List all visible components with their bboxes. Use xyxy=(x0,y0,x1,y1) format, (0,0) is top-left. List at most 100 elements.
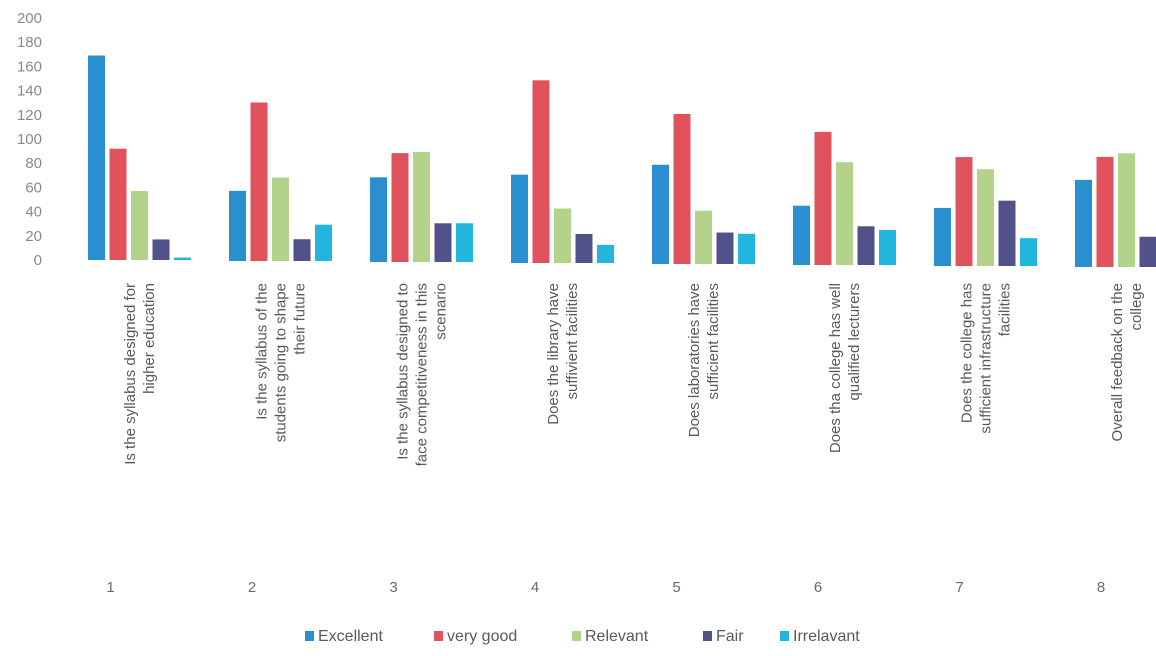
legend-swatch xyxy=(572,631,581,641)
category-label-line: sufficient facilities xyxy=(705,283,722,399)
y-tick-label: 160 xyxy=(17,58,42,75)
bar-relevant xyxy=(413,151,430,262)
bar-relevant xyxy=(272,177,289,261)
legend-label: Irrelavant xyxy=(793,628,860,645)
y-tick-label: 140 xyxy=(17,83,42,100)
category-number: 8 xyxy=(1097,579,1105,596)
category-label-line: Overall feedback on the xyxy=(1109,283,1126,441)
category-label-line: facilities xyxy=(997,283,1014,336)
category-label-line: Is the syllabus of the xyxy=(254,283,271,420)
category-number: 2 xyxy=(248,579,256,596)
bar-very-good xyxy=(814,131,832,265)
category-label-line: higher education xyxy=(141,283,158,394)
category-label: Does the library have suffivient faciliti… xyxy=(545,283,581,425)
bar-relevant xyxy=(131,191,148,260)
y-tick-label: 80 xyxy=(25,155,42,172)
bar-fair xyxy=(1139,236,1156,267)
bar-irrelavant xyxy=(315,224,332,261)
bar-fair xyxy=(857,226,875,265)
legend-swatch xyxy=(305,631,314,641)
bar-very-good xyxy=(1096,156,1114,267)
bar-fair xyxy=(152,239,170,260)
bar-relevant xyxy=(554,208,571,263)
bar-very-good xyxy=(250,102,268,262)
category-label-line: students going to shape xyxy=(273,283,290,442)
bar-relevant xyxy=(1118,153,1135,267)
y-tick-label: 20 xyxy=(25,228,42,245)
category-label: Overall feedback on the college xyxy=(1109,283,1145,441)
bar-excellent xyxy=(370,177,387,262)
legend-swatch xyxy=(434,631,443,641)
bar-fair xyxy=(716,232,734,264)
category-number: 7 xyxy=(955,579,963,596)
bar-excellent xyxy=(934,207,951,266)
category-label-line: qualified lecturers xyxy=(846,283,863,401)
bar-excellent xyxy=(88,55,105,261)
legend-label: very good xyxy=(447,628,517,645)
category-label-line: Does tha college has well xyxy=(827,283,844,453)
category-label-line: college xyxy=(1128,283,1145,331)
category-label-line: suffivient facilities xyxy=(564,283,581,399)
category-label-line: sufficient infrastructure xyxy=(978,283,995,434)
bar-very-good xyxy=(109,148,127,260)
y-tick-label: 100 xyxy=(17,131,42,148)
category-label-line: scenario xyxy=(433,283,450,340)
bar-excellent xyxy=(652,164,669,264)
category-label: Does tha college has well qualified lectu… xyxy=(827,283,863,453)
bar-relevant xyxy=(836,162,853,265)
bar-irrelavant xyxy=(597,244,614,263)
bar-fair xyxy=(998,200,1016,266)
bar-fair xyxy=(293,239,311,261)
bar-excellent xyxy=(793,205,810,265)
y-tick-label: 40 xyxy=(25,204,42,221)
category-label-line: their future xyxy=(292,283,309,355)
legend-label: Relevant xyxy=(585,628,649,645)
bar-excellent xyxy=(1075,179,1092,267)
bar-fair xyxy=(434,223,452,262)
bar-very-good xyxy=(955,157,973,266)
y-tick-label: 200 xyxy=(17,10,42,27)
y-tick-label: 180 xyxy=(17,34,42,51)
category-number: 3 xyxy=(389,579,397,596)
bar-irrelavant xyxy=(879,229,896,265)
legend: Excellent very good Relevant Fair Irrelavant xyxy=(305,628,860,645)
bars-group xyxy=(88,55,1156,267)
bar-irrelavant xyxy=(1020,238,1037,266)
x-axis-labels: Is the syllabus designed for higher educa… xyxy=(106,283,1145,596)
category-label-line: Is the syllabus designed to xyxy=(395,283,412,460)
category-label: Is the syllabus designed to face competit… xyxy=(395,283,450,466)
category-number: 4 xyxy=(531,579,539,596)
category-label-line: face competitiveness in this xyxy=(414,283,431,466)
bar-very-good xyxy=(673,113,691,265)
bar-very-good xyxy=(391,153,409,262)
bar-irrelavant xyxy=(456,223,473,262)
bar-fair xyxy=(575,233,593,263)
bar-relevant xyxy=(977,169,994,266)
category-label-line: Does laboratories have xyxy=(686,283,703,437)
category-label-line: Does the library have xyxy=(545,283,562,425)
category-label: Is the syllabus of the students going to … xyxy=(254,283,309,442)
bar-relevant xyxy=(695,210,712,264)
category-label: Is the syllabus designed for higher educa… xyxy=(122,283,158,465)
legend-label: Fair xyxy=(716,628,744,645)
category-label-line: Does the college has xyxy=(959,283,976,423)
y-tick-label: 60 xyxy=(25,179,42,196)
bar-very-good xyxy=(532,80,550,263)
y-tick-label: 120 xyxy=(17,107,42,124)
bar-irrelavant xyxy=(738,233,755,264)
category-number: 6 xyxy=(814,579,822,596)
y-axis: 0 20 40 60 80 100 120 140 160 180 200 xyxy=(17,10,42,269)
category-label: Does the college has sufficient infrastru… xyxy=(959,283,1014,434)
category-label: Does laboratories have sufficient facilit… xyxy=(686,283,722,437)
legend-swatch xyxy=(703,631,712,641)
category-number: 5 xyxy=(672,579,680,596)
bar-irrelavant xyxy=(174,257,191,260)
y-tick-label: 0 xyxy=(34,252,42,269)
bar-excellent xyxy=(511,174,528,263)
category-label-line: Is the syllabus designed for xyxy=(122,283,139,465)
category-number: 1 xyxy=(106,579,114,596)
legend-swatch xyxy=(780,631,789,641)
bar-excellent xyxy=(229,190,246,261)
